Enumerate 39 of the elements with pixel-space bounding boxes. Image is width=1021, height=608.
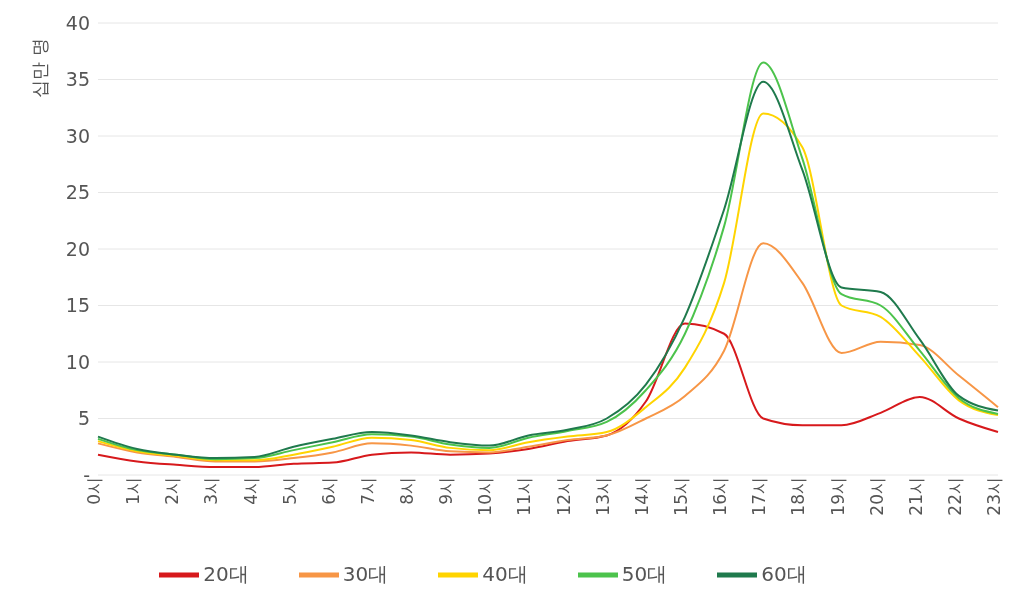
x-tick-label: 5시 <box>279 477 300 505</box>
x-tick-label: 23시 <box>984 477 1005 516</box>
legend-label: 30대 <box>342 561 389 586</box>
x-tick-label: 3시 <box>201 477 222 505</box>
y-tick-label: 30 <box>65 124 90 147</box>
legend-label: 40대 <box>482 561 528 586</box>
x-tick-label: 20시 <box>866 477 887 516</box>
x-tick-label: 11시 <box>514 477 535 516</box>
x-tick-label: 1시 <box>123 477 144 505</box>
legend-label: 20대 <box>203 561 249 586</box>
x-tick-label: 12시 <box>553 477 574 516</box>
line-series <box>97 322 999 469</box>
line-series <box>97 242 999 463</box>
x-tick-label: 6시 <box>318 477 339 505</box>
x-tick-label: 19시 <box>827 477 848 516</box>
x-tick-label: 13시 <box>592 477 613 516</box>
x-tick-label: 17시 <box>749 477 770 516</box>
x-tick-label: 7시 <box>357 477 378 505</box>
x-tick-label: 16시 <box>710 477 731 516</box>
x-tick-label: 14시 <box>631 477 652 516</box>
x-tick-label: 22시 <box>944 477 965 516</box>
legend-label: 50대 <box>621 561 668 586</box>
y-tick-label: 40 <box>65 11 90 34</box>
y-axis-title: 십만 명 <box>28 38 50 98</box>
y-tick-label: 20 <box>65 237 90 260</box>
legend-label: 60대 <box>761 561 807 586</box>
x-tick-label: 21시 <box>905 477 926 516</box>
y-tick-label: 15 <box>65 294 90 317</box>
y-tick-label: 5 <box>77 407 90 430</box>
x-tick-label: 9시 <box>436 477 457 505</box>
x-tick-label: 10시 <box>475 477 496 516</box>
x-tick-label: 18시 <box>788 477 809 516</box>
y-tick-label: 10 <box>65 350 90 373</box>
x-tick-label: 2시 <box>162 477 183 505</box>
x-tick-label: 15시 <box>671 477 692 516</box>
x-tick-label: 8시 <box>397 477 418 505</box>
y-tick-label: 35 <box>65 68 90 91</box>
x-tick-label: 4시 <box>240 477 261 505</box>
y-tick-label: 25 <box>65 181 90 204</box>
